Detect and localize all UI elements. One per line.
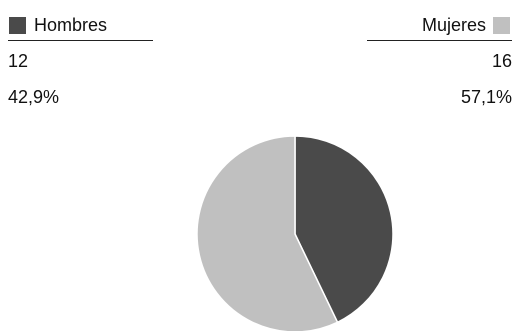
mujeres-percent: 57,1% [460,87,512,107]
hombres-count: 12 [8,51,29,71]
legend-hombres-swatch [9,16,26,34]
legend-mujeres: Mujeres 16 57,1% [367,10,512,107]
legend-mujeres-header: Mujeres [367,10,512,41]
hombres-percent: 42,9% [8,87,60,107]
pie-slice-hombres [294,135,394,324]
legend-hombres-label: Hombres [34,14,108,35]
mujeres-count: 16 [491,51,512,71]
legend-mujeres-swatch [493,16,510,34]
legend-hombres: Hombres 12 42,9% [8,10,153,107]
legend-hombres-header: Hombres [8,10,153,41]
legend-mujeres-label: Mujeres [421,14,486,35]
pie-slice-mujeres [196,135,339,331]
